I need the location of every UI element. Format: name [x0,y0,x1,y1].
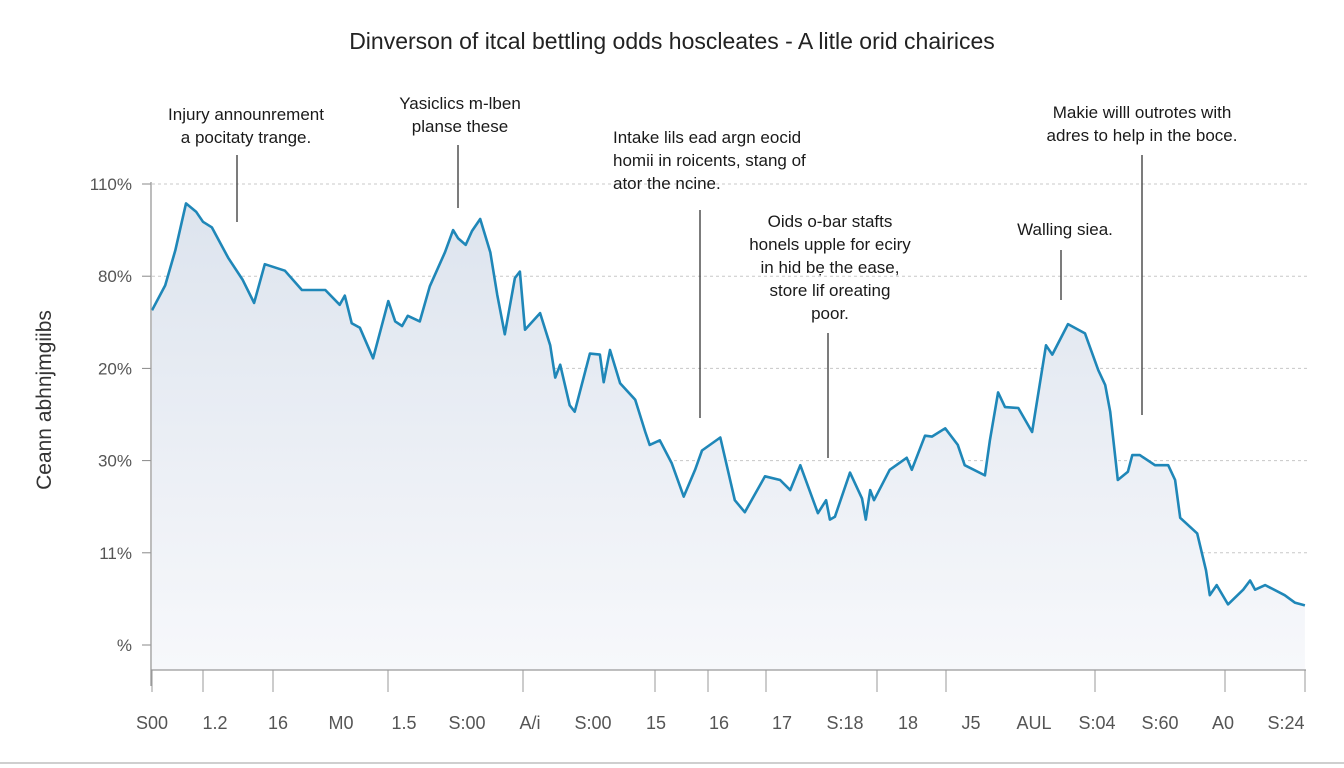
area-fill [152,203,1305,670]
x-tick-label: S:60 [1141,713,1178,733]
y-tick-label: 80% [98,267,132,286]
y-tick-label: 20% [98,359,132,378]
x-tick-label: 1.2 [202,713,227,733]
x-tick-label: S:00 [574,713,611,733]
x-tick-label: AUL [1016,713,1051,733]
annotation-4: Oids o-bar stafts honels upple for eciry… [749,210,911,325]
annotation-5: Walling siea. [1017,218,1113,241]
annotation-text: ator the ncine. [613,174,721,193]
annotation-text: Walling siea. [1017,220,1113,239]
annotation-2: Yasiclics m-lben planse these [399,92,521,138]
annotation-1: Injury announrement a pocitaty trange. [168,103,324,149]
y-tick-label: 30% [98,452,132,471]
x-tick-label: S:00 [448,713,485,733]
annotation-text: adres to help in the boce. [1046,126,1238,145]
annotation-text: a pocitaty trange. [180,128,312,147]
x-tick-label: 16 [709,713,729,733]
annotation-text: Yasiclics m-lben [399,94,521,113]
annotation-text: honels upple for eciry [749,235,911,254]
annotation-3: Intake lils ead argn eocid homii in roic… [613,126,806,195]
x-tick-label: M0 [328,713,353,733]
annotation-text: homii in roicents, stang of [613,151,806,170]
y-tick-label: 110% [90,175,132,194]
annotation-text: Oids o-bar stafts [767,212,893,231]
x-tick-label: S:04 [1078,713,1115,733]
y-tick-label: % [117,636,132,655]
x-tick-label: A0 [1212,713,1234,733]
bottom-divider [0,762,1344,764]
annotation-text: planse these [411,117,509,136]
annotation-text: Makie willl outrotes with [1052,103,1232,122]
y-tick-label: 11% [99,544,132,563]
annotation-6: Makie willl outrotes with adres to help … [1047,101,1238,147]
annotation-text: poor. [811,304,849,323]
annotation-text: Injury announrement [168,105,324,124]
x-tick-label: A/i [519,713,540,733]
x-tick-label: 1.5 [391,713,416,733]
x-tick-label: S00 [136,713,168,733]
chart-title: Dinverson of itcal bettling odds hosclea… [349,28,995,54]
series-line [150,202,1306,607]
x-tick-label: 18 [898,713,918,733]
x-tick-label: J5 [961,713,980,733]
x-tick-label: S:24 [1267,713,1304,733]
x-tick-label: 16 [268,713,288,733]
annotation-text: store lif oreating [769,281,891,300]
x-tick-label: 17 [772,713,792,733]
annotation-text: in hid bẹ the ease, [760,258,900,277]
x-tick-label: S:18 [826,713,863,733]
x-tick-label: 15 [646,713,666,733]
annotation-text: Intake lils ead argn eocid [613,128,802,147]
